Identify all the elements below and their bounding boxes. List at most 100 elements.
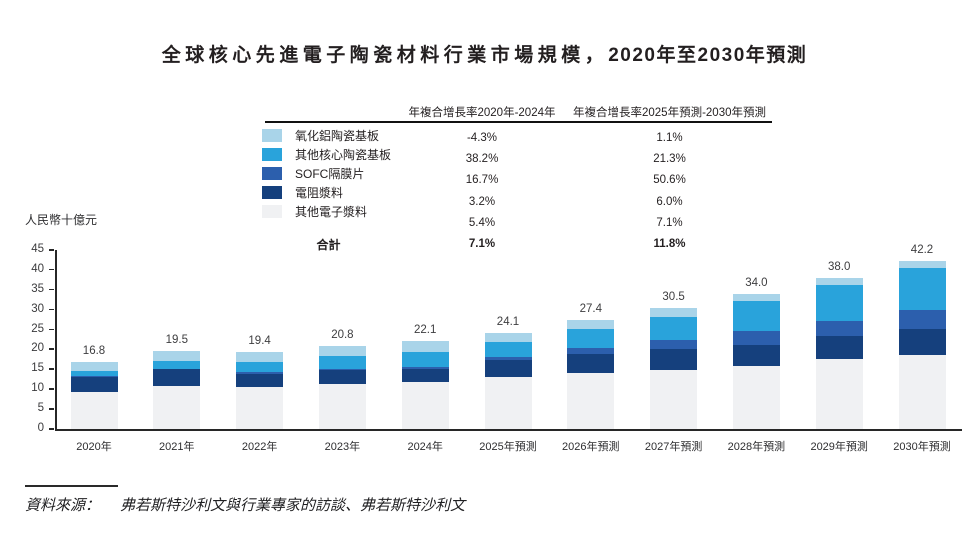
bar-segment-其他電子漿料 — [153, 385, 201, 429]
bar-segment-其他電子漿料 — [567, 372, 615, 429]
bar-segment-其他核心陶瓷基板 — [898, 267, 946, 311]
source-line: 資料來源： 弗若斯特沙利文與行業專家的訪談、弗若斯特沙利文 — [25, 494, 465, 515]
legend-label-3: 電阻漿料 — [295, 186, 344, 200]
cagr-value-cagr1-row-1: 38.2% — [465, 153, 499, 166]
y-tick-label-45: 45 — [31, 243, 44, 255]
bar-segment-其他核心陶瓷基板 — [70, 370, 118, 377]
bar-segment-其他核心陶瓷基板 — [815, 284, 863, 321]
bar-stack-2025年預測 — [484, 333, 532, 429]
bar-segment-SOFC隔膜片 — [70, 376, 118, 377]
y-tick-label-15: 15 — [31, 362, 44, 375]
cagr-value-cagr2-row-1: 21.3% — [653, 153, 686, 166]
x-axis-label-2024年: 2024年 — [407, 441, 443, 453]
legend-swatch-0 — [262, 129, 282, 142]
bar-stack-2030年預測 — [898, 261, 946, 429]
bar-segment-SOFC隔膜片 — [318, 368, 366, 370]
legend-labels-column: 氧化鋁陶瓷基板 其他核心陶瓷基板 SOFC隔膜片 電阻漿料 其他電子漿料 — [255, 126, 402, 221]
x-axis-label-2029年預測: 2029年預測 — [810, 441, 868, 453]
x-axis-label-2025年預測: 2025年預測 — [479, 441, 537, 453]
bar-segment-SOFC隔膜片 — [567, 347, 615, 354]
bar-segment-氧化鋁陶瓷基板 — [732, 293, 780, 302]
bar-value-label: 22.1 — [413, 324, 437, 337]
bar-stack-2024年 — [401, 341, 449, 429]
bar-segment-其他電子漿料 — [70, 391, 118, 429]
cagr-value-cagr1-row-4: 5.4% — [468, 216, 496, 229]
y-tick-label-25: 25 — [31, 322, 44, 335]
source-text: 弗若斯特沙利文與行業專家的訪談、弗若斯特沙利文 — [120, 498, 466, 514]
bar-segment-電阻漿料 — [650, 349, 698, 371]
y-tick-mark-40 — [49, 268, 54, 271]
bar-segment-SOFC隔膜片 — [650, 340, 698, 350]
bar-segment-氧化鋁陶瓷基板 — [318, 346, 366, 356]
y-tick-label-0: 0 — [37, 422, 44, 434]
bar-segment-SOFC隔膜片 — [401, 366, 449, 369]
bar-value-label: 19.5 — [165, 334, 188, 347]
cagr-legend-table: 年複合增長率2020年-2024年 年複合增長率2025年預測-2030年預測 … — [255, 100, 777, 258]
legend-row-4: 其他電子漿料 — [255, 202, 402, 221]
bar-stack-2026年預測 — [567, 320, 615, 429]
bar-segment-氧化鋁陶瓷基板 — [484, 333, 532, 343]
y-tick-label-10: 10 — [31, 382, 44, 395]
bar-segment-SOFC隔膜片 — [732, 331, 780, 346]
bar-segment-電阻漿料 — [732, 345, 780, 367]
bar-segment-其他核心陶瓷基板 — [732, 301, 780, 332]
y-axis-unit-label: 人民幣十億元 — [25, 213, 98, 227]
bar-segment-SOFC隔膜片 — [484, 357, 532, 360]
bar-segment-其他電子漿料 — [401, 382, 449, 429]
bar-stack-2022年 — [236, 351, 284, 429]
y-tick-mark-30 — [49, 308, 54, 311]
cagr-total-value-cagr1: 7.1% — [468, 237, 496, 250]
chart-title-main: 全球核心先進電子陶瓷材料行業市場規模， — [161, 45, 609, 66]
bar-segment-SOFC隔膜片 — [898, 310, 946, 329]
bar-value-label: 42.2 — [910, 244, 934, 257]
source-prefix: 資料來源： — [25, 498, 101, 514]
y-tick-mark-5 — [49, 408, 54, 410]
x-axis-label-2030年預測: 2030年預測 — [893, 441, 951, 453]
x-axis-label-2026年預測: 2026年預測 — [562, 441, 620, 453]
y-tick-mark-35 — [49, 288, 54, 291]
bar-segment-氧化鋁陶瓷基板 — [70, 362, 118, 371]
cagr-value-cagr2-row-3: 6.0% — [656, 195, 683, 208]
y-tick-mark-10 — [49, 388, 54, 390]
bar-segment-SOFC隔膜片 — [153, 368, 201, 370]
legend-label-4: 其他電子漿料 — [295, 205, 368, 219]
x-axis-label-2023年: 2023年 — [324, 441, 361, 453]
bar-segment-其他電子漿料 — [815, 359, 863, 429]
bar-segment-其他電子漿料 — [898, 355, 946, 429]
table-header-rule — [265, 121, 772, 123]
bar-segment-氧化鋁陶瓷基板 — [153, 351, 201, 362]
bar-segment-電阻漿料 — [318, 369, 366, 385]
bar-segment-其他電子漿料 — [484, 376, 532, 429]
legend-row-2: SOFC隔膜片 — [255, 164, 402, 183]
bar-segment-其他核心陶瓷基板 — [650, 316, 698, 341]
y-tick-label-40: 40 — [31, 262, 44, 275]
x-axis-label-2022年: 2022年 — [241, 441, 278, 453]
x-axis-label-2020年: 2020年 — [76, 441, 112, 453]
bar-stack-2027年預測 — [650, 307, 698, 429]
cagr-value-cagr1-row-3: 3.2% — [468, 195, 496, 208]
bar-segment-其他核心陶瓷基板 — [567, 328, 615, 348]
x-axis-label-2027年預測: 2027年預測 — [644, 441, 703, 453]
bar-segment-電阻漿料 — [236, 373, 284, 387]
cagr-total-value-cagr2: 11.8% — [653, 237, 686, 250]
bar-segment-其他核心陶瓷基板 — [153, 361, 201, 369]
bar-segment-電阻漿料 — [484, 359, 532, 377]
chart-title: 全球核心先進電子陶瓷材料行業市場規模，2020年至2030年預測 — [0, 40, 969, 67]
bar-segment-電阻漿料 — [815, 335, 863, 359]
bar-stack-2020年 — [70, 362, 118, 429]
bar-stack-2023年 — [318, 346, 366, 429]
cagr-value-cagr2-row-0: 1.1% — [656, 132, 683, 144]
bar-segment-電阻漿料 — [567, 353, 615, 373]
bar-segment-氧化鋁陶瓷基板 — [567, 320, 615, 329]
bar-segment-其他電子漿料 — [236, 386, 284, 429]
y-tick-label-30: 30 — [31, 302, 44, 315]
cagr-value-cagr2-row-2: 50.6% — [653, 174, 686, 187]
bar-value-label: 16.8 — [82, 345, 106, 358]
bar-segment-其他核心陶瓷基板 — [401, 351, 449, 367]
bar-segment-SOFC隔膜片 — [236, 372, 284, 374]
bar-segment-SOFC隔膜片 — [815, 320, 863, 336]
y-tick-label-35: 35 — [31, 282, 44, 295]
y-tick-label-20: 20 — [31, 342, 44, 355]
legend-swatch-1 — [262, 148, 282, 161]
bar-segment-其他電子漿料 — [732, 366, 780, 429]
